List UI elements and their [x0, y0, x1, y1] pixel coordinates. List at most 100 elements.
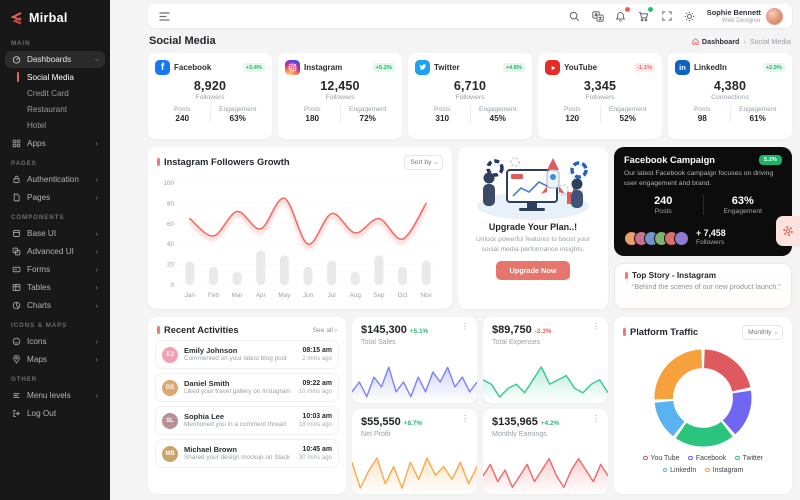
bottom-row: Recent Activities See all › EJ Emily John…: [148, 317, 792, 494]
top-story-card[interactable]: Top Story - Instagram “Behind the scenes…: [614, 263, 792, 309]
activity-list-item[interactable]: MB Michael Brown Shared your design mockup…: [155, 439, 339, 469]
activity-list-item[interactable]: EJ Emily Johnson Commented on your latest …: [155, 340, 339, 370]
change-badge: +5.2%: [372, 63, 395, 72]
legend-dot-icon: [662, 467, 668, 473]
file-icon: [12, 193, 21, 202]
sidebar-subitem-credit-card[interactable]: Credit Card: [27, 88, 69, 98]
chevron-right-icon: ›: [95, 354, 99, 364]
social-card-linkedin[interactable]: in LinkedIn +2.9% 4,380 Connections Post…: [668, 53, 792, 139]
cart-icon[interactable]: [637, 7, 653, 23]
svg-text:Nov: Nov: [421, 292, 433, 299]
chevron-down-icon: ›: [431, 161, 441, 164]
sidebar-item-log-out[interactable]: Log Out: [5, 405, 105, 422]
activity-action: Mentioned you in a comment thread: [184, 421, 286, 429]
sidebar-item-dashboards[interactable]: Dashboards ›: [5, 51, 105, 68]
sidebar-item-forms[interactable]: Forms ›: [5, 261, 105, 278]
kebab-menu-icon[interactable]: ⋮: [592, 413, 600, 423]
activity-list: EJ Emily Johnson Commented on your latest …: [148, 338, 346, 469]
sidebar-item-tables[interactable]: Tables ›: [5, 279, 105, 296]
legend-item[interactable]: You Tube: [643, 455, 679, 462]
gear-icon: [783, 226, 793, 236]
social-card-instagram[interactable]: Instagram +5.2% 12,450 Followers Posts 18…: [278, 53, 402, 139]
twitter-icon: [415, 60, 430, 75]
sidebar-subitem-hotel[interactable]: Hotel: [27, 120, 47, 130]
sidebar-subitem-social-media[interactable]: Social Media: [0, 69, 110, 85]
fullscreen-icon[interactable]: [660, 9, 674, 23]
change-badge: +4.8%: [502, 63, 525, 72]
sidebar-subitem-restaurant[interactable]: Restaurant: [27, 104, 68, 114]
social-card-name: LinkedIn: [694, 63, 727, 72]
campaign-followers: + 7,458: [696, 228, 726, 239]
settings-fab[interactable]: [776, 216, 800, 246]
breadcrumb-home[interactable]: Dashboard: [692, 37, 739, 46]
legend-item[interactable]: Instagram: [705, 467, 743, 474]
chevron-right-icon: ›: [95, 192, 99, 202]
kebab-menu-icon[interactable]: ⋮: [461, 413, 469, 423]
lock-icon: [12, 175, 21, 184]
kebab-menu-icon[interactable]: ⋮: [461, 322, 469, 331]
activity-time: 09:22 am: [302, 379, 333, 387]
sidebar-item-advanced-ui[interactable]: Advanced UI ›: [5, 243, 105, 260]
see-all-link[interactable]: See all ›: [312, 326, 337, 334]
chevron-right-icon: ›: [95, 174, 99, 184]
main-content: Sophie Bennett Web Designer Social Media…: [110, 0, 800, 500]
social-card-twitter[interactable]: Twitter +4.8% 6,710 Followers Posts 310 E…: [408, 53, 532, 139]
sparkline-chart: [483, 452, 608, 494]
activity-time: 10:03 am: [302, 412, 333, 420]
posts-value: 180: [305, 114, 320, 123]
svg-text:100: 100: [163, 180, 174, 187]
growth-chart-title: Instagram Followers Growth: [157, 157, 290, 167]
section-label-icons-maps: ICONS & MAPS: [11, 322, 68, 329]
section-label-components: COMPONENTS: [11, 214, 65, 221]
campaign-posts: 240: [654, 195, 673, 208]
chevron-down-icon: ›: [92, 58, 102, 61]
notifications-bell-icon[interactable]: [614, 7, 630, 23]
stat-title: Net Profit: [361, 429, 391, 438]
legend-item[interactable]: Facebook: [688, 455, 726, 462]
sidebar-item-charts[interactable]: Charts ›: [5, 297, 105, 314]
social-card-facebook[interactable]: f Facebook +3.4% 8,920 Followers Posts 24…: [148, 53, 272, 139]
svg-text:Jan: Jan: [185, 292, 196, 299]
language-icon[interactable]: [591, 9, 605, 23]
sidebar-item-pages[interactable]: Pages ›: [5, 189, 105, 206]
search-icon[interactable]: [568, 9, 582, 23]
logo[interactable]: Mirbal: [0, 9, 110, 33]
stats-grid: $145,300 +5.1% Total Sales ⋮ $89,750 -2.3%…: [352, 317, 608, 494]
sidebar-item-menu-levels[interactable]: Menu levels ›: [5, 387, 105, 404]
facebook-campaign-card: Facebook Campaign 5.2% Our latest Facebo…: [614, 147, 792, 256]
pie-chart-icon: [12, 301, 21, 310]
box-icon: [12, 229, 21, 238]
posts-label: Posts: [694, 106, 711, 113]
followers-count: 8,920: [193, 79, 227, 93]
theme-sun-icon[interactable]: [683, 9, 697, 23]
hamburger-menu-button[interactable]: [157, 9, 171, 23]
activity-list-item[interactable]: SL Sophia Lee Mentioned you in a comment t…: [155, 406, 339, 436]
avatar[interactable]: [766, 7, 783, 25]
followers-count: 6,710: [453, 79, 487, 93]
svg-text:Sep: Sep: [373, 292, 385, 299]
sidebar-item-icons[interactable]: Icons ›: [5, 333, 105, 350]
sidebar-item-apps[interactable]: Apps ›: [5, 135, 105, 152]
chevron-right-icon: ›: [95, 390, 99, 400]
user-menu[interactable]: Sophie Bennett Web Designer: [707, 7, 783, 25]
sidebar-item-authentication[interactable]: Authentication ›: [5, 171, 105, 188]
engagement-value: 72%: [359, 114, 376, 123]
sidebar-item-label: Maps: [27, 355, 48, 364]
social-card-youtube[interactable]: YouTube -1.1% 3,345 Followers Posts 120 E…: [538, 53, 662, 139]
cart-badge: [647, 7, 653, 12]
social-card-name: YouTube: [564, 63, 598, 72]
sort-by-dropdown[interactable]: Sort by ›: [404, 155, 443, 170]
activity-list-item[interactable]: DS Daniel Smith Liked your travel gallery …: [155, 373, 339, 403]
sidebar-item-maps[interactable]: Maps ›: [5, 351, 105, 368]
recent-activities-card: Recent Activities See all › EJ Emily John…: [148, 317, 346, 494]
recent-activities-title: Recent Activities: [157, 325, 239, 335]
upgrade-now-button[interactable]: Upgrade Now: [496, 261, 570, 281]
smiley-icon: [12, 337, 21, 346]
kebab-menu-icon[interactable]: ⋮: [592, 322, 600, 331]
period-dropdown[interactable]: Monthly ›: [742, 325, 783, 340]
legend-item[interactable]: Twitter: [735, 455, 763, 462]
svg-text:60: 60: [167, 220, 175, 227]
legend-item[interactable]: LinkedIn: [662, 467, 696, 474]
sidebar-item-base-ui[interactable]: Base UI ›: [5, 225, 105, 242]
sparkline-chart: [352, 452, 477, 494]
